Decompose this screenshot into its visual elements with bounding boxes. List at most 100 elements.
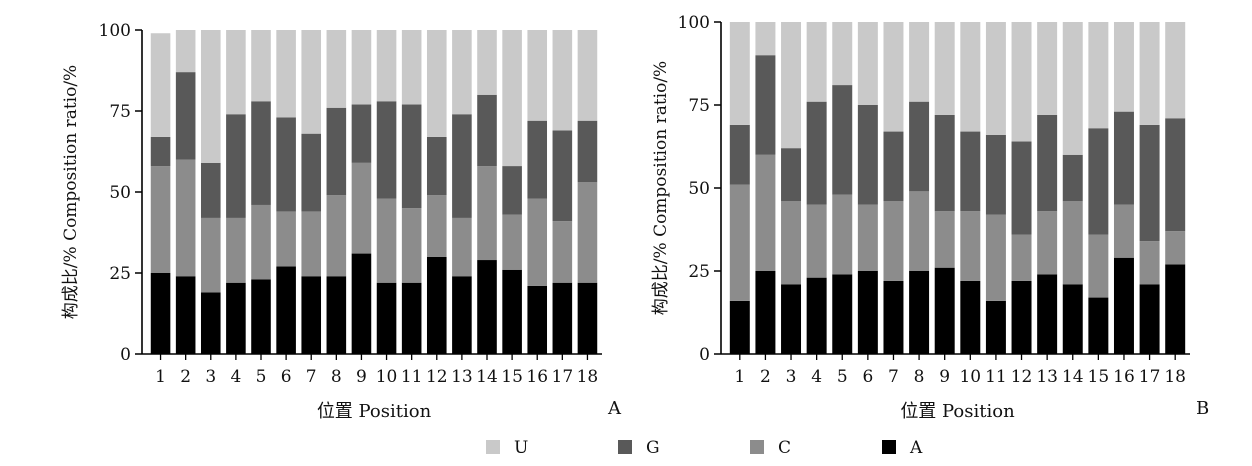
x-tick-label: 9: [939, 367, 950, 387]
bar-segment-a-pos14: [1062, 284, 1083, 354]
bar-segment-a-pos6: [857, 271, 878, 354]
bar-segment-a-pos18: [1165, 264, 1186, 354]
bar-segment-g-pos13: [452, 114, 472, 218]
bar-segment-u-pos7: [301, 30, 322, 134]
y-tick-label: 25: [688, 262, 710, 282]
bar-segment-g-pos9: [934, 114, 955, 212]
bar-segment-c-pos6: [276, 211, 296, 267]
x-tick-label: 4: [230, 367, 241, 387]
bar-segment-u-pos1: [729, 22, 750, 125]
bar-segment-a-pos9: [934, 267, 955, 354]
bar-segment-c-pos10: [960, 211, 981, 281]
bar-segment-g-pos15: [1088, 128, 1109, 235]
bar-segment-g-pos3: [200, 162, 221, 218]
bar-segment-u-pos16: [527, 30, 548, 121]
bar-segment-a-pos18: [577, 282, 598, 354]
x-tick-label: 3: [786, 367, 797, 387]
bar-segment-u-pos17: [552, 30, 573, 131]
x-tick-label: 2: [760, 367, 771, 387]
bar-segment-u-pos12: [426, 30, 447, 137]
bar-segment-a-pos15: [1088, 297, 1109, 354]
panel-label: B: [1196, 398, 1209, 419]
bar-segment-g-pos12: [426, 136, 447, 196]
legend-swatch-c: [750, 440, 764, 454]
bar-segment-a-pos3: [200, 292, 221, 354]
x-tick-label: 13: [1036, 367, 1058, 387]
bar-segment-c-pos7: [883, 201, 904, 281]
x-axis-title: 位置 Position: [317, 401, 432, 422]
bar-segment-c-pos1: [729, 184, 750, 301]
bar-segment-u-pos15: [1088, 22, 1109, 129]
bar-segment-a-pos13: [1037, 274, 1058, 354]
x-tick-label: 17: [552, 367, 574, 387]
bar-segment-c-pos10: [376, 198, 397, 283]
bar-segment-u-pos15: [502, 30, 522, 167]
bar-segment-a-pos11: [401, 282, 422, 354]
bar-segment-a-pos13: [452, 276, 472, 354]
x-tick-label: 1: [155, 367, 166, 387]
bar-segment-c-pos9: [934, 211, 955, 268]
bar-segment-g-pos11: [401, 104, 422, 209]
bar-segment-c-pos13: [1037, 211, 1058, 275]
bar-segment-c-pos13: [452, 217, 472, 277]
bar-segment-c-pos18: [1165, 231, 1186, 265]
bar-segment-g-pos6: [857, 105, 878, 205]
bar-segment-a-pos11: [985, 300, 1006, 354]
x-tick-label: 18: [577, 367, 599, 387]
bar-segment-u-pos18: [1165, 22, 1186, 119]
x-tick-label: 15: [501, 367, 523, 387]
x-tick-label: 14: [476, 367, 498, 387]
x-tick-label: 12: [426, 367, 448, 387]
bar-segment-u-pos10: [376, 30, 397, 102]
x-tick-label: 8: [914, 367, 925, 387]
bar-segment-c-pos15: [1088, 234, 1109, 298]
bar-segment-g-pos17: [1139, 124, 1160, 242]
x-tick-label: 7: [306, 367, 317, 387]
bar-segment-a-pos10: [960, 280, 981, 354]
bar-segment-a-pos17: [552, 282, 573, 354]
bar-segment-c-pos8: [909, 191, 930, 271]
x-tick-label: 2: [180, 367, 191, 387]
y-axis-title: 构成比/% Composition ratio/%: [61, 65, 81, 319]
bar-segment-c-pos18: [577, 182, 598, 283]
bar-segment-u-pos2: [755, 22, 776, 56]
bar-segment-c-pos4: [806, 204, 827, 278]
bar-segment-c-pos6: [857, 204, 878, 271]
x-tick-label: 7: [888, 367, 899, 387]
bar-segment-c-pos7: [301, 211, 322, 277]
bar-segment-u-pos13: [1037, 22, 1058, 115]
x-tick-label: 6: [281, 367, 292, 387]
y-tick-label: 75: [688, 96, 710, 116]
bar-segment-c-pos14: [1062, 201, 1083, 285]
bar-segment-c-pos3: [781, 201, 802, 285]
bar-segment-g-pos5: [832, 85, 853, 195]
bar-segment-a-pos8: [326, 276, 347, 354]
y-tick-label: 25: [109, 264, 131, 284]
bar-segment-a-pos2: [755, 271, 776, 354]
x-tick-label: 18: [1164, 367, 1186, 387]
bar-segment-g-pos15: [502, 166, 522, 215]
bar-segment-c-pos11: [401, 208, 422, 283]
x-tick-label: 5: [837, 367, 848, 387]
x-tick-label: 10: [376, 367, 398, 387]
y-tick-label: 0: [120, 345, 131, 365]
x-tick-label: 12: [1011, 367, 1033, 387]
bar-segment-u-pos6: [276, 30, 296, 118]
y-tick-label: 50: [109, 183, 131, 203]
bar-segment-c-pos3: [200, 217, 221, 293]
bar-segment-g-pos10: [376, 101, 397, 199]
bar-segment-g-pos10: [960, 131, 981, 212]
x-tick-label: 14: [1062, 367, 1084, 387]
bar-segment-g-pos1: [729, 124, 750, 185]
bar-segment-g-pos14: [477, 94, 497, 167]
y-tick-label: 0: [699, 345, 710, 365]
bar-segment-g-pos7: [883, 131, 904, 202]
bar-segment-u-pos5: [832, 22, 853, 86]
bar-segment-g-pos11: [985, 134, 1006, 215]
bar-segment-u-pos17: [1139, 22, 1160, 125]
bar-segment-g-pos4: [806, 101, 827, 205]
legend-label-u: U: [514, 438, 528, 458]
bar-segment-a-pos10: [376, 282, 397, 354]
panel-label: A: [607, 398, 622, 419]
